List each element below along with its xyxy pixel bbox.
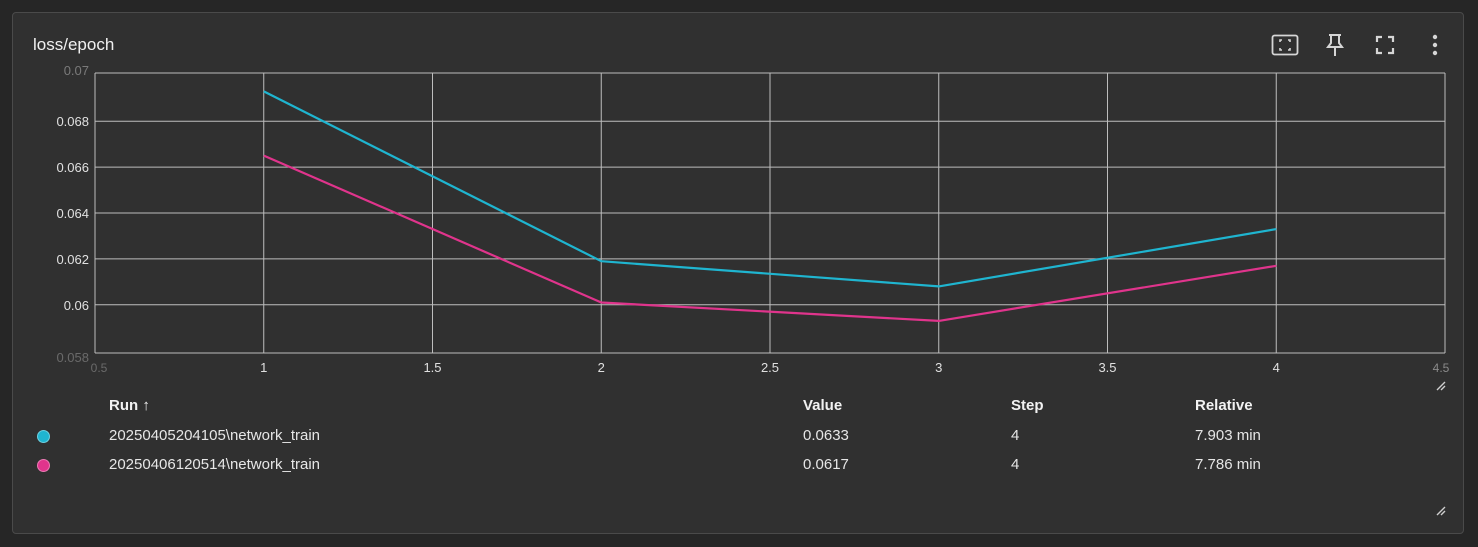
card-title: loss/epoch (33, 35, 115, 54)
header-relative[interactable]: Relative (1195, 397, 1253, 414)
series-color-dot (37, 430, 50, 443)
run-step: 4 (1011, 456, 1020, 473)
y-tick-label-clipped: 0.07 (64, 63, 89, 78)
header-run[interactable]: Run ↑ (109, 397, 150, 414)
x-tick-label: 3.5 (1098, 360, 1116, 375)
series-color-dot (37, 459, 50, 472)
series-line-2 (263, 154, 1277, 322)
series-line-1 (263, 90, 1277, 288)
run-value: 0.0617 (803, 456, 849, 473)
table-row[interactable]: 20250406120514\network_train 0.0617 4 7.… (13, 456, 1463, 478)
y-tick-label: 0.06 (64, 298, 89, 313)
more-options-button[interactable] (1421, 31, 1449, 59)
y-tick-label-clipped: 0.058 (56, 350, 89, 365)
fullscreen-icon (1375, 35, 1395, 55)
x-tick-label: 1.5 (423, 360, 441, 375)
x-tick-label: 2 (598, 360, 605, 375)
pin-icon (1326, 34, 1344, 56)
y-tick-label: 0.066 (56, 160, 89, 175)
chart-resize-handle[interactable] (1435, 380, 1447, 392)
run-value: 0.0633 (803, 427, 849, 444)
header-value[interactable]: Value (803, 397, 843, 414)
table-resize-handle[interactable] (1435, 505, 1447, 517)
run-step: 4 (1011, 427, 1020, 444)
fullscreen-button[interactable] (1371, 31, 1399, 59)
run-name: 20250405204105\network_train (109, 427, 321, 444)
fit-to-data-button[interactable] (1271, 31, 1299, 59)
x-tick-label: 3 (935, 360, 942, 375)
run-relative: 7.903 min (1195, 427, 1261, 444)
header-step[interactable]: Step (1011, 397, 1044, 414)
table-row[interactable]: 20250405204105\network_train 0.0633 4 7.… (13, 427, 1463, 449)
y-tick-label: 0.068 (56, 114, 89, 129)
x-tick-label: 2.5 (761, 360, 779, 375)
x-tick-label: 4 (1273, 360, 1280, 375)
pin-button[interactable] (1321, 31, 1349, 59)
y-tick-label: 0.064 (56, 206, 89, 221)
run-relative: 7.786 min (1195, 456, 1261, 473)
y-tick-label: 0.062 (56, 252, 89, 267)
run-name: 20250406120514\network_train (109, 456, 321, 473)
x-tick-label-clipped: 4.5 (1433, 361, 1450, 375)
x-tick-label-clipped: 0.5 (91, 361, 108, 375)
more-vert-icon (1432, 34, 1438, 56)
card-toolbar (1271, 31, 1449, 59)
x-tick-label: 1 (260, 360, 267, 375)
table-header: Run ↑ Value Step Relative (13, 397, 1463, 419)
scalar-card: loss/epoch 1 1.5 2 2.5 3 3.5 4 0.068 0. (12, 12, 1464, 534)
line-chart[interactable]: 1 1.5 2 2.5 3 3.5 4 0.068 0.066 0.064 0.062 0.06 0.0… (13, 13, 1463, 383)
fit-to-data-icon (1271, 34, 1299, 56)
